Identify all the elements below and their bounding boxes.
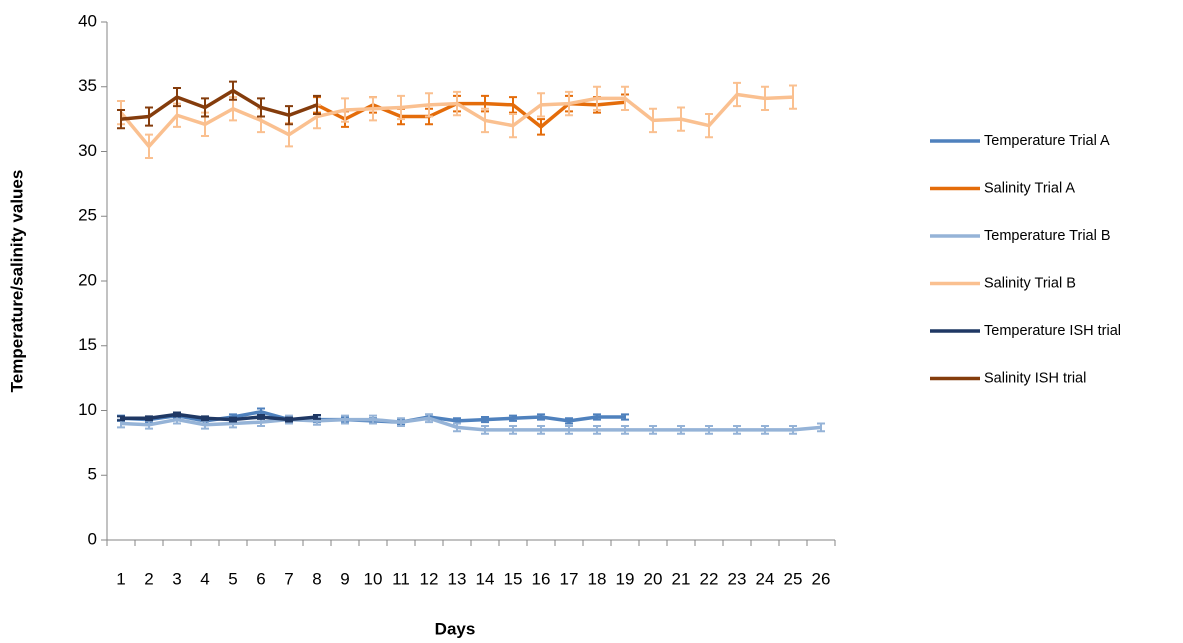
x-tick-label: 20 [644,569,663,588]
y-tick-label: 30 [78,141,97,160]
y-tick-label: 20 [78,270,97,289]
legend-label: Salinity Trial B [984,275,1076,291]
y-tick-label: 10 [78,400,97,419]
y-tick-label: 0 [88,529,97,548]
series-line [121,412,318,422]
legend-label: Salinity ISH trial [984,370,1086,386]
x-tick-label: 9 [340,569,349,588]
series-line [119,92,794,149]
series-line [120,88,318,121]
x-tick-label: 1 [116,569,125,588]
x-tick-label: 25 [784,569,803,588]
y-tick-label: 25 [78,206,97,225]
legend: Temperature Trial A Salinity Trial A Tempe… [930,133,1121,386]
x-tick-label: 16 [532,569,551,588]
series-line [120,416,822,432]
y-axis-title: Temperature/salinity values [7,170,26,393]
x-tick-label: 7 [284,569,293,588]
y-tick-label: 40 [78,11,97,30]
x-tick-label: 22 [700,569,719,588]
x-tick-label: 6 [256,569,265,588]
x-tick-label: 2 [144,569,153,588]
x-tick-label: 18 [588,569,607,588]
x-tick-label: 12 [420,569,439,588]
x-tick-label: 21 [672,569,691,588]
x-tick-label: 4 [200,569,209,588]
legend-label: Salinity Trial A [984,180,1075,196]
x-tick-label: 10 [364,569,383,588]
y-tick-label: 15 [78,335,97,354]
x-tick-label: 15 [504,569,523,588]
x-tick-label: 23 [728,569,747,588]
x-tick-label: 24 [756,569,775,588]
x-tick-label: 8 [312,569,321,588]
x-tick-label: 3 [172,569,181,588]
x-tick-label: 13 [448,569,467,588]
y-tick-label: 35 [78,76,97,95]
y-tick-label: 5 [88,465,97,484]
x-tick-label: 14 [476,569,495,588]
x-tick-label: 19 [616,569,635,588]
x-tick-label: 11 [392,569,410,588]
legend-label: Temperature Trial B [984,228,1111,244]
x-axis-title: Days [435,619,476,638]
x-tick-label: 26 [812,569,831,588]
legend-label: Temperature ISH trial [984,323,1121,339]
x-tick-label: 5 [228,569,237,588]
legend-label: Temperature Trial A [984,133,1110,149]
x-tick-label: 17 [560,569,579,588]
series-line [316,100,626,129]
